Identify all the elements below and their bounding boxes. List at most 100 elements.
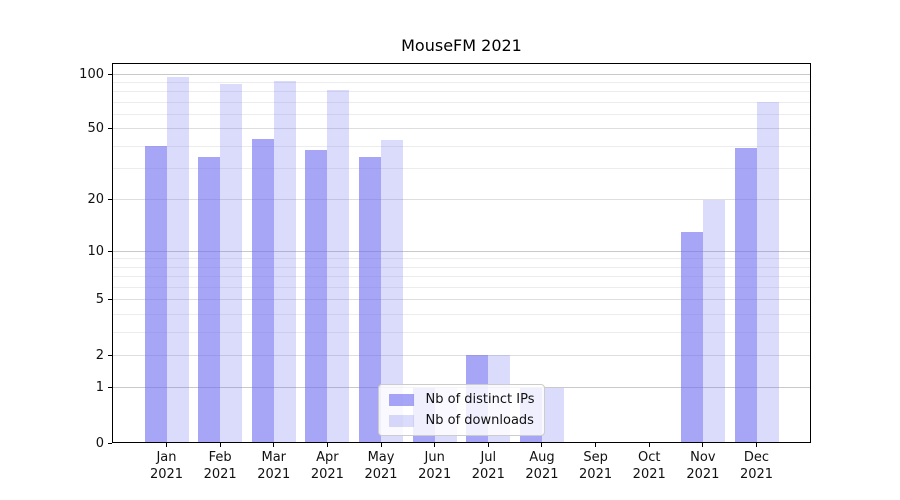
y-tick-label: 20 xyxy=(87,192,104,208)
x-tick-year: 2021 xyxy=(257,467,291,482)
x-tick-mark xyxy=(219,443,221,447)
y-tick-label: 5 xyxy=(95,292,104,308)
x-tick-mark xyxy=(595,443,597,447)
y-tick-mark xyxy=(108,387,112,389)
legend-item-distinct-ips: Nb of distinct IPs xyxy=(388,392,535,407)
y-major-gridline xyxy=(112,73,811,75)
x-tick-label: May 2021 xyxy=(349,449,413,483)
y-minor-gridline xyxy=(112,266,811,268)
y-major-gridline xyxy=(112,199,811,201)
x-tick-month: Nov xyxy=(690,450,716,465)
bar-downloads xyxy=(702,199,725,443)
x-tick-mark xyxy=(273,443,275,447)
y-major-gridline xyxy=(112,299,811,301)
y-minor-gridline xyxy=(112,101,811,103)
bar-downloads xyxy=(541,387,564,443)
x-tick-year: 2021 xyxy=(471,467,505,482)
bar-distinct-ips xyxy=(251,138,274,443)
x-tick-label: Sep 2021 xyxy=(564,449,628,483)
x-tick-mark xyxy=(166,443,167,447)
x-tick-month: Jan xyxy=(156,450,177,465)
x-tick-month: May xyxy=(367,450,395,465)
y-tick-label: 10 xyxy=(87,243,104,259)
bar-downloads xyxy=(220,84,243,443)
y-minor-gridline xyxy=(112,331,811,333)
x-tick-mark xyxy=(380,443,382,447)
x-tick-year: 2021 xyxy=(310,467,344,482)
y-minor-gridline xyxy=(112,313,811,315)
y-tick-mark xyxy=(108,73,112,75)
y-tick-label: 50 xyxy=(87,121,104,137)
y-tick-mark xyxy=(108,299,112,301)
x-tick-month: Aug xyxy=(529,450,555,465)
legend: Nb of distinct IPs Nb of downloads xyxy=(377,384,546,436)
x-tick-year: 2021 xyxy=(579,467,613,482)
y-tick-label: 1 xyxy=(95,380,104,396)
y-minor-gridline xyxy=(112,258,811,260)
x-tick-label: Feb 2021 xyxy=(188,449,252,483)
x-tick-month: Dec xyxy=(743,450,770,465)
x-tick-year: 2021 xyxy=(525,467,559,482)
x-tick-year: 2021 xyxy=(364,467,398,482)
legend-swatch-distinct-ips xyxy=(388,393,414,406)
x-tick-mark xyxy=(434,443,436,447)
bar-downloads xyxy=(381,140,404,443)
x-tick-month: Apr xyxy=(316,450,339,465)
x-tick-label: Nov 2021 xyxy=(671,449,735,483)
bar-distinct-ips xyxy=(144,146,167,443)
bar-downloads xyxy=(166,77,189,443)
bar-layer xyxy=(112,63,811,443)
x-tick-mark xyxy=(702,443,704,447)
bar-distinct-ips xyxy=(680,232,703,443)
x-tick-year: 2021 xyxy=(739,467,774,482)
y-major-gridline xyxy=(112,128,811,130)
y-minor-gridline xyxy=(112,167,811,169)
x-tick-year: 2021 xyxy=(149,467,184,482)
x-tick-year: 2021 xyxy=(632,467,666,482)
y-tick-label: 0 xyxy=(95,435,104,451)
x-tick-month: Oct xyxy=(637,450,661,465)
x-tick-label: Jul 2021 xyxy=(456,449,520,483)
x-tick-label: Dec 2021 xyxy=(725,449,789,483)
x-tick-month: Jul xyxy=(480,450,497,465)
bar-distinct-ips xyxy=(198,156,221,443)
x-tick-mark xyxy=(487,443,489,447)
y-minor-gridline xyxy=(112,113,811,115)
x-tick-month: Sep xyxy=(583,450,608,465)
bar-downloads xyxy=(327,89,350,443)
x-tick-mark xyxy=(648,443,650,447)
x-tick-mark xyxy=(756,443,757,447)
y-minor-gridline xyxy=(112,81,811,83)
x-tick-month: Mar xyxy=(261,450,287,465)
x-tick-label: Mar 2021 xyxy=(242,449,306,483)
x-tick-mark xyxy=(541,443,543,447)
legend-label-distinct-ips: Nb of distinct IPs xyxy=(425,392,535,407)
y-tick-mark xyxy=(108,354,112,356)
x-tick-label: Jan 2021 xyxy=(135,449,199,483)
bar-downloads xyxy=(756,102,779,443)
y-minor-gridline xyxy=(112,145,811,147)
bar-distinct-ips xyxy=(359,156,382,443)
y-tick-mark xyxy=(108,128,112,130)
chart-title: MouseFM 2021 xyxy=(401,36,522,55)
y-tick-mark xyxy=(108,250,112,252)
x-tick-mark xyxy=(326,443,328,447)
y-tick-mark xyxy=(108,199,112,201)
y-tick-label: 100 xyxy=(79,66,104,82)
x-tick-label: Oct 2021 xyxy=(617,449,681,483)
plot-area: Nb of distinct IPs Nb of downloads xyxy=(112,63,811,443)
x-tick-label: Jun 2021 xyxy=(403,449,467,483)
x-tick-label: Apr 2021 xyxy=(295,449,359,483)
x-tick-year: 2021 xyxy=(418,467,452,482)
x-tick-month: Jun xyxy=(424,450,445,465)
legend-label-downloads: Nb of downloads xyxy=(425,413,534,428)
bar-downloads xyxy=(273,80,296,443)
x-tick-month: Feb xyxy=(208,450,232,465)
y-minor-gridline xyxy=(112,276,811,278)
bar-distinct-ips xyxy=(734,148,757,443)
x-tick-label: Aug 2021 xyxy=(510,449,574,483)
y-major-gridline xyxy=(112,354,811,356)
x-tick-year: 2021 xyxy=(686,467,720,482)
legend-swatch-downloads xyxy=(388,414,414,427)
